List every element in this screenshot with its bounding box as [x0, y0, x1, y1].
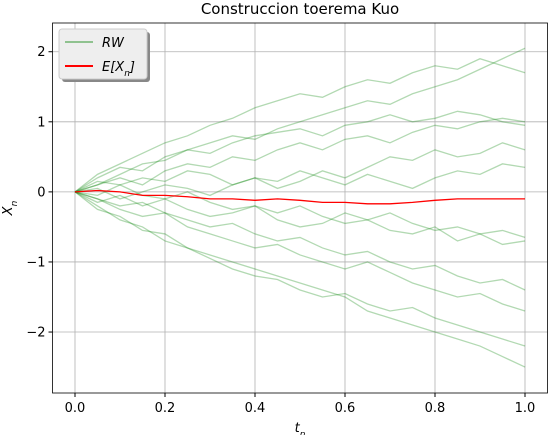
line	[74, 191, 526, 246]
x-tick-label: 0.2	[155, 401, 176, 416]
line	[74, 191, 526, 312]
line	[74, 191, 526, 347]
line	[74, 191, 526, 368]
label-part: t	[295, 421, 301, 435]
axis-label: tn	[295, 421, 306, 435]
label-part: E[X	[102, 60, 125, 75]
line	[74, 58, 526, 193]
x-tick-label: 1.0	[515, 401, 536, 416]
label-part: n	[124, 69, 130, 79]
y-tick-label: 2	[37, 45, 45, 60]
x-tick-label: 0.0	[65, 401, 86, 416]
line	[74, 189, 525, 205]
line	[74, 163, 526, 200]
x-tick-label: 0.8	[425, 401, 446, 416]
label-part: X	[1, 205, 16, 216]
label-part: n	[10, 200, 20, 206]
x-tick-label: 0.6	[335, 401, 356, 416]
x-tick-label: 0.4	[245, 401, 266, 416]
axis-label: Xn	[1, 200, 20, 216]
line	[74, 191, 526, 291]
y-tick-label: 0	[37, 185, 45, 200]
y-tick-label: −1	[26, 255, 45, 270]
y-tick-label: 1	[37, 115, 45, 130]
legend-label: E[Xn]	[102, 60, 135, 79]
line	[74, 117, 526, 193]
axes-frame	[52, 22, 548, 394]
chart-title: Construccion toerema Kuo	[201, 0, 399, 18]
line	[74, 47, 526, 193]
y-tick-label: −2	[26, 326, 45, 341]
line	[74, 142, 526, 193]
label-part: n	[300, 430, 306, 435]
line	[74, 184, 526, 239]
legend-label: RW	[102, 36, 125, 51]
line	[74, 110, 526, 193]
label-part: ]	[129, 60, 135, 75]
